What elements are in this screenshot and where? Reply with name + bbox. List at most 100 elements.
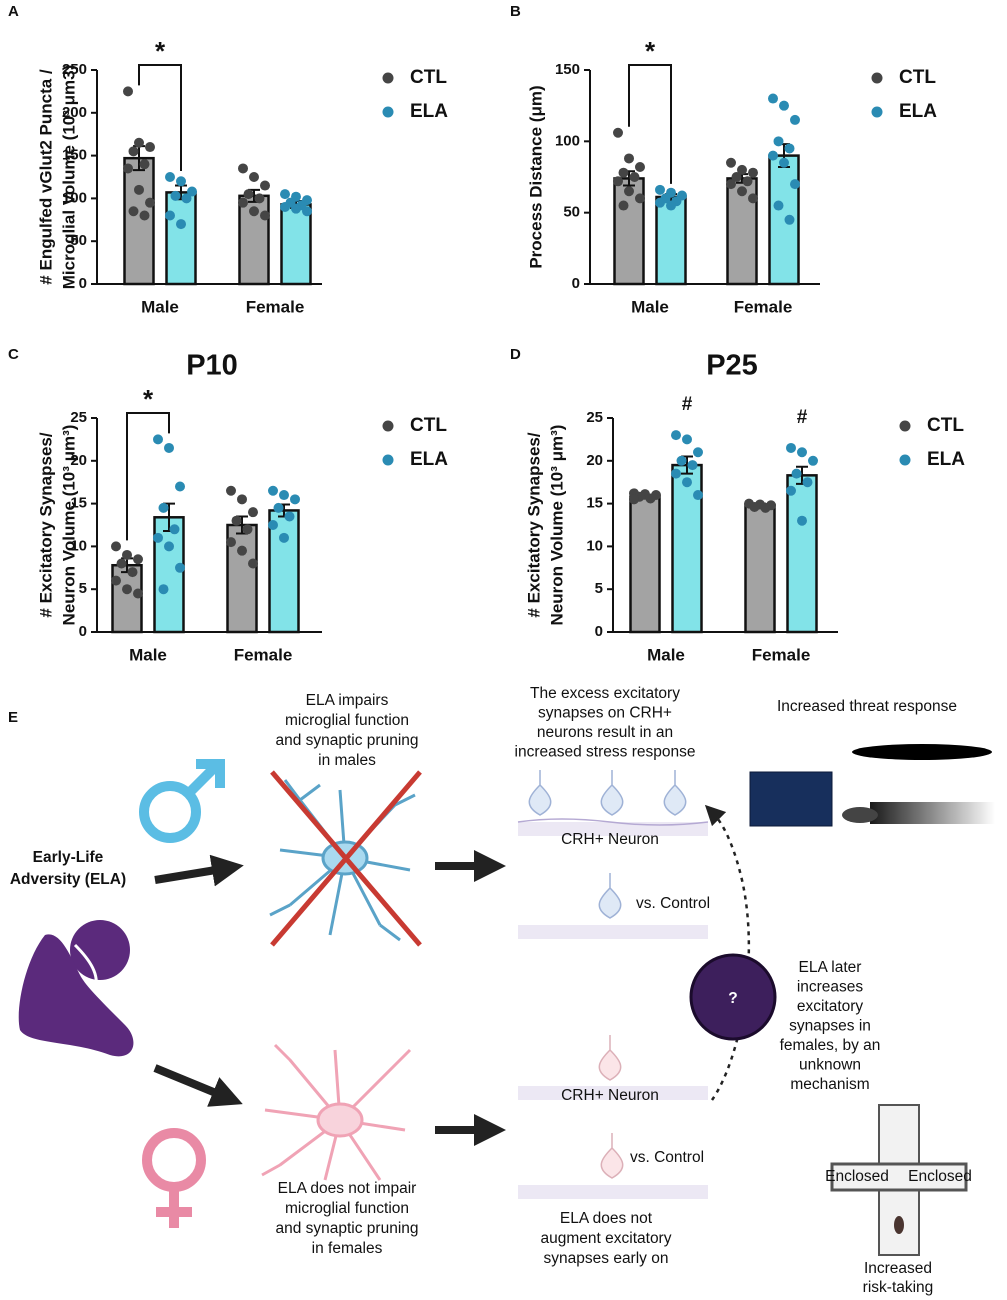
data-point [784, 143, 795, 154]
data-point [158, 584, 169, 595]
data-point [153, 434, 163, 445]
data-point [748, 167, 758, 178]
data-point [169, 524, 180, 535]
panel-label: D [510, 346, 521, 363]
data-point [260, 180, 270, 191]
x-tick-label: Male [141, 297, 179, 316]
data-point [123, 163, 133, 174]
data-point [139, 159, 150, 170]
data-point [797, 447, 807, 458]
panel-label: E [8, 709, 18, 726]
data-point [145, 197, 155, 208]
data-point [618, 200, 629, 211]
legend-label: CTL [410, 415, 447, 436]
data-point [249, 172, 259, 182]
data-point [237, 494, 247, 505]
significance-label: * [645, 36, 656, 66]
data-point [279, 490, 289, 501]
y-tick-label: 15 [70, 495, 87, 512]
x-tick-label: Female [246, 297, 305, 316]
data-point [786, 485, 796, 496]
data-point [128, 206, 139, 217]
y-tick-label: 10 [586, 537, 603, 554]
diagram-text: synapses early on [544, 1250, 669, 1267]
y-tick-label: 5 [79, 580, 87, 597]
y-tick-label: 50 [70, 232, 87, 249]
data-point [768, 150, 778, 161]
diagram-text: augment excitatory [541, 1230, 672, 1247]
bar [786, 474, 818, 634]
diagram-text: vs. Control [636, 895, 710, 912]
data-point [779, 100, 789, 111]
data-point [123, 86, 133, 97]
y-tick-label: 150 [62, 147, 87, 164]
data-point [618, 167, 629, 178]
data-point [164, 442, 174, 453]
y-axis-label: # Excitatory Synapses/ [524, 432, 543, 617]
question-mark: ? [728, 990, 737, 1007]
legend-marker [899, 454, 911, 466]
data-point [134, 184, 144, 195]
data-point [666, 200, 676, 211]
data-point [291, 203, 301, 214]
data-point [273, 502, 284, 513]
data-point [187, 186, 197, 197]
data-point [175, 562, 185, 573]
data-point [284, 511, 295, 522]
neuron-panel [517, 770, 709, 1199]
diagram-text: synapses on CRH+ [538, 705, 672, 722]
data-point [797, 515, 807, 526]
y-axis-label: Neuron Volume (10³ μm³) [59, 425, 78, 626]
data-point [635, 162, 645, 173]
data-point [133, 554, 143, 565]
diagram-text: ELA does not impair [278, 1180, 417, 1197]
y-tick-label: 10 [70, 537, 87, 554]
data-point [635, 193, 645, 204]
data-point [279, 532, 289, 543]
data-point [693, 490, 703, 501]
arrow [153, 1064, 243, 1107]
data-point [116, 558, 127, 569]
data-point [790, 179, 800, 190]
data-point [682, 477, 692, 488]
legend-label: CTL [927, 415, 964, 436]
diagram-text: in females [312, 1240, 383, 1257]
y-axis-label: # Excitatory Synapses/ [36, 432, 55, 617]
y-axis-label: Neuron Volume (10³ μm³) [547, 425, 566, 626]
data-point [613, 127, 623, 138]
y-tick-label: 0 [595, 623, 603, 640]
data-point [737, 164, 747, 175]
y-tick-label: 20 [586, 452, 603, 469]
legend-marker [382, 420, 394, 432]
data-point [176, 176, 186, 187]
data-point [791, 468, 802, 479]
data-point [682, 434, 692, 445]
data-point [645, 493, 656, 504]
data-point [629, 494, 639, 505]
significance-label: * [143, 384, 154, 414]
motion-blur [870, 802, 995, 824]
significance-label: * [155, 36, 166, 66]
diagram-text: Increased threat response [777, 698, 957, 715]
data-point [237, 545, 247, 556]
panel-label: B [510, 3, 521, 20]
data-point [260, 210, 270, 221]
diagram-text: unknown [799, 1057, 861, 1074]
data-point [139, 210, 150, 221]
data-point [655, 197, 665, 208]
figure-body [18, 934, 134, 1057]
data-point [676, 455, 687, 466]
legend-marker [382, 454, 394, 466]
chart-title: P25 [706, 350, 758, 382]
significance-bracket [138, 64, 182, 171]
data-point [671, 468, 681, 479]
data-point [748, 193, 758, 204]
data-point [268, 520, 278, 530]
diagram-text: microglial function [285, 1200, 409, 1217]
data-point [624, 153, 634, 164]
data-point [164, 541, 174, 552]
data-point [808, 455, 818, 466]
x-tick-label: Female [734, 297, 793, 316]
y-tick-label: 20 [70, 452, 87, 469]
mouse [842, 807, 878, 823]
